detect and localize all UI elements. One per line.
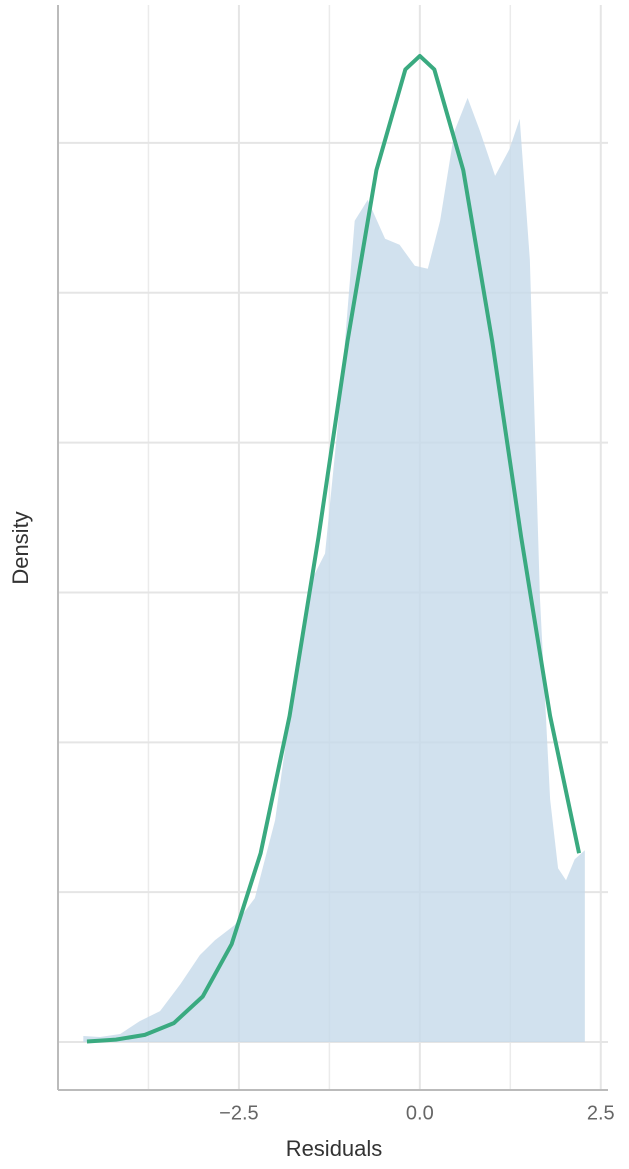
x-tick-label: 2.5 [587, 1102, 615, 1124]
x-axis-title: Residuals [286, 1136, 383, 1161]
x-tick-label: −2.5 [219, 1102, 258, 1124]
density-area [83, 97, 585, 1043]
x-tick-label: 0.0 [406, 1102, 434, 1124]
normal-curve [86, 53, 582, 1044]
y-axis-title: Density [8, 511, 33, 584]
